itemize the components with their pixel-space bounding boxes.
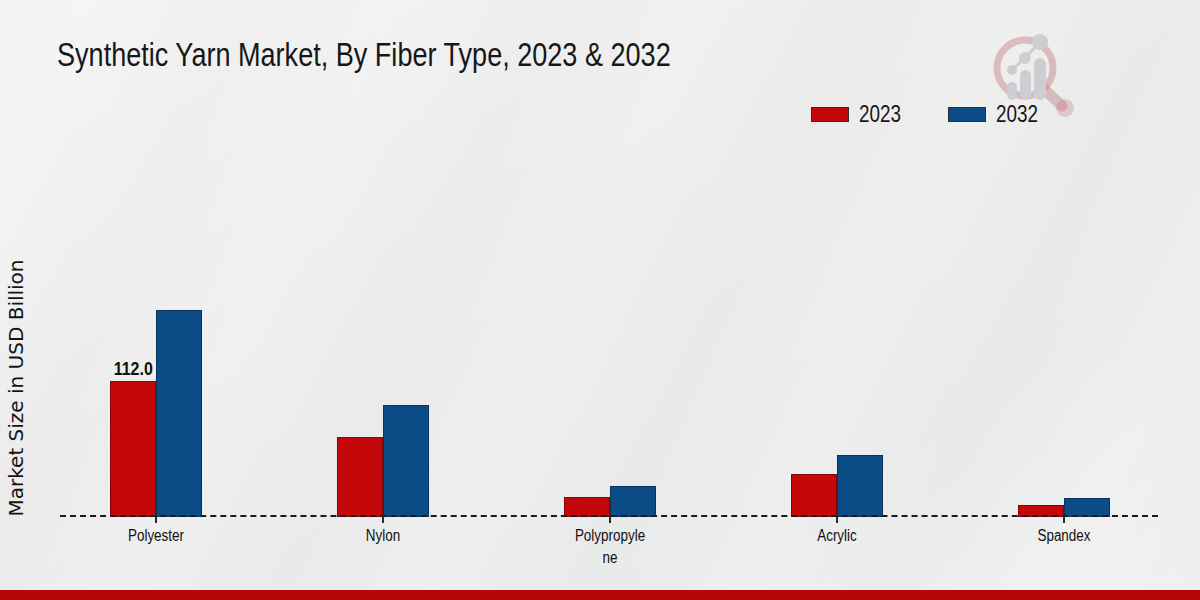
category-label-nylon: Nylon — [344, 525, 421, 547]
x-axis-tick — [382, 517, 384, 523]
bar-2023-polypropylene — [564, 497, 610, 517]
bar-2023-polyester — [110, 381, 156, 517]
legend-swatch-2023 — [811, 107, 849, 122]
category-label-acrylic: Acrylic — [798, 525, 875, 547]
bar-value-label: 112.0 — [103, 358, 163, 380]
legend-swatch-2032 — [948, 107, 986, 122]
category-label-polyester: Polyester — [117, 525, 194, 547]
chart-title-text: Synthetic Yarn Market, By Fiber Type, 20… — [57, 36, 671, 74]
bar-2032-polyester — [156, 310, 202, 517]
plot-area: Polyester Nylon Polypropylene Acrylic Spande… — [0, 0, 1200, 600]
bar-2032-acrylic — [837, 455, 883, 517]
legend-label: 2023 — [859, 101, 910, 128]
bar-2032-polypropylene — [610, 486, 656, 517]
bar-2023-nylon — [337, 437, 383, 517]
chart-legend: 2023 2032 — [811, 101, 1047, 128]
legend-label: 2032 — [996, 101, 1047, 128]
y-axis-label: Market Size in USD Billion — [4, 213, 30, 563]
bar-2023-acrylic — [791, 474, 837, 517]
legend-item-2032: 2032 — [948, 101, 1047, 128]
x-axis-tick — [155, 517, 157, 523]
bar-2032-nylon — [383, 405, 429, 517]
x-axis-tick — [1063, 517, 1065, 523]
category-label-spandex: Spandex — [1025, 525, 1102, 547]
legend-item-2023: 2023 — [811, 101, 910, 128]
x-axis-tick — [836, 517, 838, 523]
category-label-polypropylene: Polypropylene — [571, 525, 648, 568]
chart-title: Synthetic Yarn Market, By Fiber Type, 20… — [57, 36, 805, 74]
x-axis-tick — [609, 517, 611, 523]
footer-accent-bar — [0, 590, 1200, 600]
